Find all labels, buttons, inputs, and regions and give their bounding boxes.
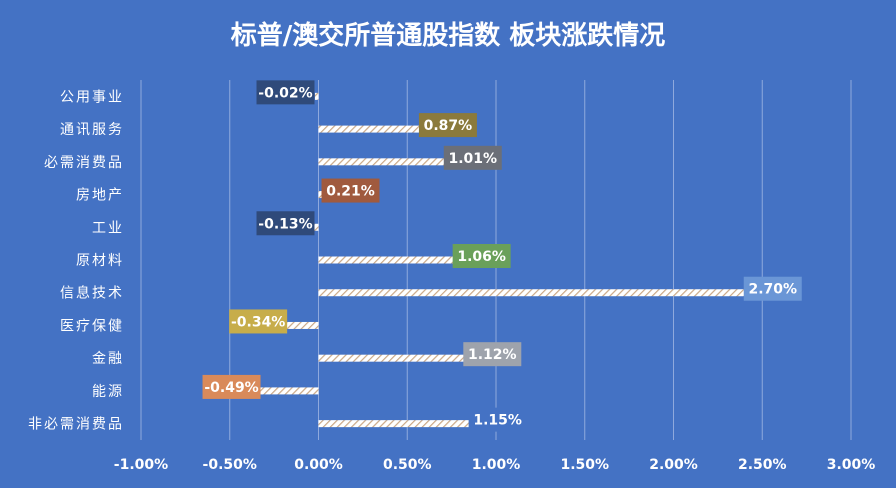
data-label-text: -0.34%: [231, 314, 285, 330]
data-label-box: [468, 407, 527, 432]
data-label: 1.12%: [463, 342, 522, 367]
category-label: 医疗保健: [60, 318, 124, 334]
data-label-box: [321, 178, 380, 203]
category-label: 非必需消费品: [28, 417, 124, 433]
bar: [231, 387, 319, 395]
x-tick-label: -0.50%: [203, 457, 257, 473]
bar: [318, 420, 523, 428]
category-label: 信息技术: [60, 285, 124, 302]
data-label-box: [743, 276, 802, 301]
data-label-text: 0.87%: [424, 118, 473, 134]
data-label: 0.87%: [418, 113, 477, 138]
data-label: 1.06%: [452, 244, 511, 268]
data-label-box: [229, 309, 288, 334]
data-label-box: [463, 342, 522, 367]
bar: [318, 289, 798, 297]
category-label: 工业: [92, 220, 124, 236]
category-label: 能源: [92, 384, 124, 400]
data-label: 1.01%: [443, 145, 502, 170]
bar: [314, 92, 319, 100]
data-label-text: 1.06%: [457, 249, 506, 265]
data-label-text: 1.12%: [468, 347, 517, 363]
data-label-box: [256, 211, 315, 236]
data-label-box: [202, 374, 261, 399]
bar: [318, 354, 518, 362]
data-label-box: [443, 145, 502, 170]
data-label: 0.21%: [321, 178, 380, 203]
data-label-text: -0.02%: [258, 85, 312, 101]
data-label-text: -0.13%: [258, 216, 312, 232]
chart-title: 标普/澳交所普通股指数 板块涨跌情况: [231, 20, 666, 51]
x-axis-tick-labels: -1.00% -0.50% 0.00% 0.50% 1.00% 1.50% 2.00% 2.5…: [114, 457, 875, 473]
data-label-text: 2.70%: [748, 282, 797, 298]
category-label: 通讯服务: [60, 122, 124, 138]
x-tick-label: 1.50%: [560, 457, 609, 473]
data-labels: -0.02% 0.87% 1.01% 0.21% -0.13% 1.06% 2.70% -0.…: [202, 80, 802, 432]
bars: [231, 92, 798, 428]
category-label: 必需消费品: [44, 155, 124, 171]
category-label: 金融: [92, 351, 124, 367]
data-label: -0.02%: [256, 80, 315, 105]
x-tick-label: 2.50%: [738, 457, 787, 473]
bar: [318, 125, 473, 133]
category-label: 房地产: [76, 188, 124, 204]
category-label: 原材料: [76, 253, 124, 269]
bar: [318, 158, 498, 166]
data-label-text: 1.01%: [448, 151, 497, 167]
x-tick-label: 0.50%: [383, 457, 432, 473]
data-label: 1.15%: [468, 407, 527, 432]
x-tick-label: 1.00%: [472, 457, 521, 473]
x-tick-label: -1.00%: [114, 457, 168, 473]
data-label-box: [256, 80, 315, 105]
x-tick-label: 3.00%: [827, 457, 876, 473]
x-tick-label: 0.00%: [294, 457, 343, 473]
bar: [258, 321, 319, 329]
data-label: 2.70%: [743, 276, 802, 301]
data-label-text: 0.21%: [326, 184, 375, 200]
data-label-box: [452, 244, 511, 268]
data-label: -0.34%: [229, 309, 288, 334]
x-tick-label: 2.00%: [649, 457, 698, 473]
data-label-text: 1.15%: [473, 413, 522, 429]
category-label: 公用事业: [60, 89, 124, 105]
bar: [318, 256, 507, 264]
data-label-text: -0.49%: [204, 380, 258, 396]
data-label: -0.49%: [202, 374, 261, 399]
data-label-box: [418, 113, 477, 138]
data-label: -0.13%: [256, 211, 315, 236]
